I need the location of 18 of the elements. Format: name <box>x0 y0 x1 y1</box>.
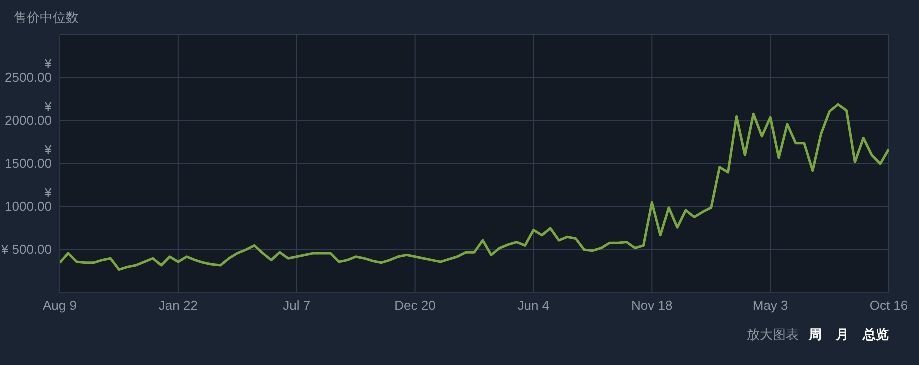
x-tick-label: Oct 16 <box>870 298 908 314</box>
x-tick-label: Aug 9 <box>43 298 77 314</box>
text: 放大图表 <box>747 327 799 344</box>
text: 周 <box>809 327 822 344</box>
text: 总览 <box>863 327 889 344</box>
y-tick-label: ¥ 1500.00 <box>5 142 53 171</box>
x-tick-label: Jan 22 <box>158 298 198 314</box>
x-tick-label: May 3 <box>752 298 788 314</box>
y-tick-label: ¥ 2500.00 <box>5 56 53 85</box>
y-tick-label: ¥ 500.00 <box>0 242 52 257</box>
x-tick-label: Jul 7 <box>283 298 311 314</box>
x-tick-label: Jun 4 <box>518 298 550 314</box>
x-tick-label: Nov 18 <box>632 298 673 314</box>
text: 月 <box>836 327 849 344</box>
y-tick-label: ¥ 1000.00 <box>5 185 53 214</box>
chart-title: 售价中位数 <box>14 9 79 27</box>
x-tick-label: Dec 20 <box>394 298 436 314</box>
y-tick-label: ¥ 2000.00 <box>5 99 53 128</box>
